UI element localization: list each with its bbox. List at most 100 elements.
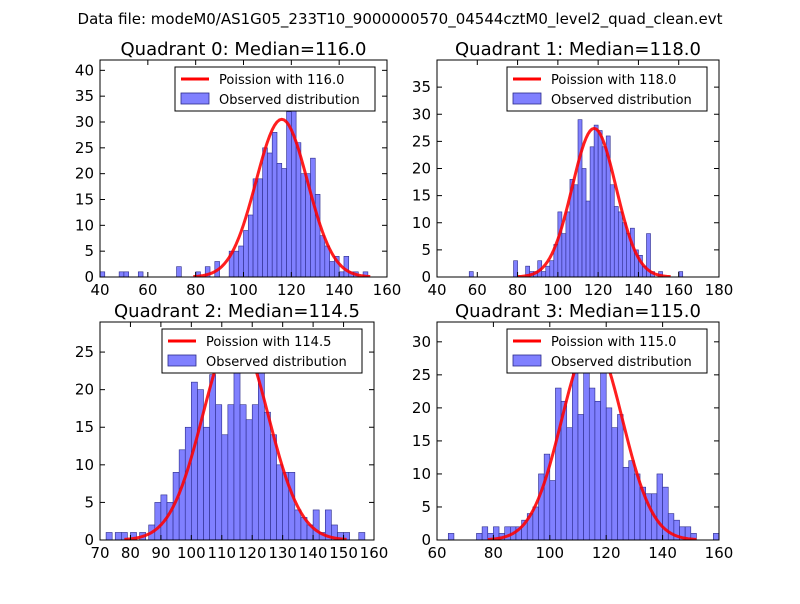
y-tick-label: 35 bbox=[412, 78, 431, 96]
histogram-bar bbox=[247, 214, 254, 277]
x-tick-label: 100 bbox=[544, 281, 573, 299]
x-tick-label: 140 bbox=[325, 281, 354, 299]
histogram-bar bbox=[334, 256, 340, 277]
histogram-bar bbox=[589, 146, 595, 277]
histogram-bar bbox=[605, 407, 613, 540]
x-tick-label: 130 bbox=[268, 544, 297, 562]
legend-label-poisson: Poission with 118.0 bbox=[551, 73, 676, 88]
histogram-bar bbox=[358, 532, 366, 540]
y-tick-label: 20 bbox=[412, 399, 431, 417]
quadrant-2-legend: Poission with 114.5 Observed distribution bbox=[161, 328, 363, 374]
y-tick-label: 0 bbox=[421, 268, 431, 286]
y-tick-label: 15 bbox=[412, 432, 431, 450]
x-tick-label: 80 bbox=[484, 544, 503, 562]
y-tick-label: 20 bbox=[75, 381, 94, 399]
histogram-bar bbox=[271, 132, 278, 277]
quadrant-1-histogram bbox=[468, 119, 684, 277]
histogram-bar bbox=[447, 533, 455, 540]
histogram-bar bbox=[251, 404, 259, 540]
histogram-bar bbox=[678, 271, 684, 277]
y-tick-label: 5 bbox=[421, 498, 431, 516]
legend-patch-swatch bbox=[167, 354, 197, 367]
histogram-bar bbox=[276, 464, 283, 540]
histogram-bar bbox=[646, 233, 651, 277]
x-tick-label: 180 bbox=[705, 281, 734, 299]
x-tick-label: 160 bbox=[360, 544, 389, 562]
histogram-bar bbox=[628, 460, 635, 540]
quadrant-2-axes-frame bbox=[99, 321, 375, 541]
histogram-bar bbox=[630, 227, 635, 277]
x-tick-label: 80 bbox=[121, 544, 140, 562]
histogram-bar bbox=[597, 130, 603, 277]
y-tick-label: 30 bbox=[412, 333, 431, 351]
y-tick-label: 15 bbox=[412, 187, 431, 205]
quadrant-0-legend: Poission with 116.0 Observed distribution bbox=[174, 66, 376, 112]
x-tick-label: 120 bbox=[592, 544, 621, 562]
histogram-bar bbox=[267, 152, 273, 277]
histogram-bar bbox=[295, 142, 302, 277]
quadrant-1-title: Quadrant 1: Median=118.0 bbox=[455, 39, 701, 60]
x-tick-label: 140 bbox=[624, 281, 653, 299]
histogram-bar bbox=[622, 467, 630, 540]
histogram-bar bbox=[600, 361, 607, 540]
legend-label-poisson: Poission with 114.5 bbox=[206, 335, 331, 350]
histogram-bar bbox=[121, 532, 128, 540]
quadrant-2-histogram bbox=[105, 359, 366, 540]
histogram-bar bbox=[545, 265, 551, 277]
histogram-bar bbox=[601, 146, 607, 277]
histogram-bar bbox=[541, 271, 547, 277]
histogram-bar bbox=[118, 271, 125, 277]
histogram-bar bbox=[154, 502, 162, 540]
histogram-bar bbox=[561, 233, 567, 277]
histogram-bar bbox=[617, 211, 623, 277]
histogram-bar bbox=[176, 266, 182, 277]
quadrant-0-title: Quadrant 0: Median=116.0 bbox=[121, 39, 367, 60]
histogram-bar bbox=[281, 168, 287, 277]
x-tick-label: 150 bbox=[329, 544, 358, 562]
histogram-bar bbox=[549, 480, 556, 540]
legend-label-observed: Observed distribution bbox=[206, 355, 347, 370]
histogram-bar bbox=[656, 473, 663, 540]
histogram-bar bbox=[288, 472, 296, 540]
quadrant-3-axes-frame bbox=[436, 321, 720, 541]
y-tick-label: 15 bbox=[75, 418, 94, 436]
x-tick-label: 90 bbox=[151, 544, 170, 562]
x-tick-label: 60 bbox=[427, 544, 446, 562]
x-tick-label: 40 bbox=[90, 281, 109, 299]
y-tick-label: 10 bbox=[412, 465, 431, 483]
y-tick-label: 0 bbox=[421, 531, 431, 549]
y-tick-label: 0 bbox=[84, 531, 94, 549]
histogram-bar bbox=[613, 206, 619, 277]
x-tick-label: 160 bbox=[705, 544, 734, 562]
x-tick-label: 100 bbox=[535, 544, 564, 562]
y-tick-label: 35 bbox=[75, 87, 94, 105]
y-tick-label: 30 bbox=[412, 105, 431, 123]
x-tick-label: 100 bbox=[229, 281, 258, 299]
histogram-bar bbox=[105, 532, 113, 540]
y-tick-label: 20 bbox=[412, 160, 431, 178]
legend-patch-swatch bbox=[512, 354, 542, 367]
y-tick-label: 15 bbox=[75, 191, 94, 209]
histogram-bar bbox=[609, 184, 615, 277]
histogram-bar bbox=[245, 419, 253, 540]
quadrant-0-histogram bbox=[100, 75, 369, 277]
histogram-bar bbox=[203, 426, 210, 540]
y-tick-label: 25 bbox=[75, 343, 94, 361]
histogram-bar bbox=[476, 533, 483, 540]
y-tick-label: 5 bbox=[421, 241, 431, 259]
histogram-bar bbox=[239, 404, 247, 540]
quadrant-3-panel: 60 80 100 120 140 160 0 5 10 15 20 25 30 Quadrant 3: … bbox=[412, 301, 733, 562]
quadrant-2-title: Quadrant 2: Median=114.5 bbox=[114, 301, 360, 322]
histogram-bar bbox=[611, 427, 618, 540]
x-tick-label: 80 bbox=[508, 281, 527, 299]
histogram-bar bbox=[557, 211, 563, 277]
histogram-bar bbox=[227, 404, 235, 540]
x-tick-label: 140 bbox=[299, 544, 328, 562]
quadrant-2-panel: 70 80 90 100 110 120 130 140 150 160 0 5 10 15 20 25 Qua… bbox=[75, 301, 388, 562]
legend-patch-swatch bbox=[180, 92, 210, 105]
y-tick-label: 10 bbox=[412, 214, 431, 232]
histogram-bar bbox=[572, 367, 579, 540]
figure-suptitle: Data file: modeM0/AS1G05_233T10_90000005… bbox=[78, 10, 723, 29]
histogram-bar bbox=[137, 271, 144, 277]
histogram-bar bbox=[100, 271, 106, 277]
